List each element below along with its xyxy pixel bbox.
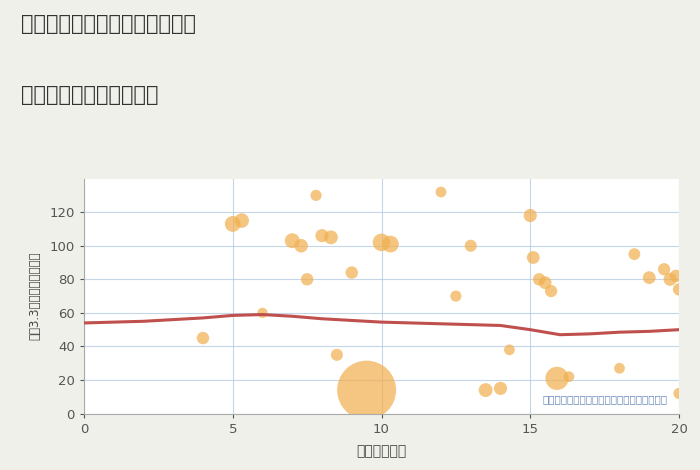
Point <box>614 365 625 372</box>
Point <box>385 240 396 248</box>
Point <box>302 275 313 283</box>
Point <box>376 239 387 246</box>
Point <box>671 272 682 280</box>
Point <box>644 274 655 282</box>
Point <box>480 386 491 394</box>
Text: 大阪府寝屋川市高宮あさひ丘の: 大阪府寝屋川市高宮あさひ丘の <box>21 14 196 34</box>
Point <box>504 346 515 353</box>
Point <box>346 269 357 276</box>
Point <box>361 386 372 394</box>
Point <box>236 217 247 224</box>
X-axis label: 駅距離（分）: 駅距離（分） <box>356 444 407 458</box>
Point <box>629 251 640 258</box>
Point <box>257 309 268 317</box>
Point <box>525 212 536 219</box>
Point <box>673 286 685 293</box>
Point <box>552 375 563 382</box>
Point <box>673 390 685 397</box>
Point <box>664 275 676 283</box>
Point <box>465 242 476 250</box>
Point <box>435 188 447 196</box>
Point <box>316 232 328 239</box>
Point <box>540 279 551 286</box>
Point <box>528 254 539 261</box>
Point <box>533 275 545 283</box>
Text: 円の大きさは、取引のあった物件面積を示す: 円の大きさは、取引のあった物件面積を示す <box>542 394 667 404</box>
Point <box>659 266 670 273</box>
Point <box>287 237 298 244</box>
Point <box>227 220 238 227</box>
Point <box>495 384 506 392</box>
Point <box>310 192 321 199</box>
Point <box>331 351 342 359</box>
Point <box>545 287 557 295</box>
Point <box>295 242 307 250</box>
Point <box>197 334 209 342</box>
Point <box>450 292 461 300</box>
Text: 駅距離別中古戸建て価格: 駅距離別中古戸建て価格 <box>21 85 158 105</box>
Y-axis label: 坪（3.3㎡）単価（万円）: 坪（3.3㎡）単価（万円） <box>28 252 41 340</box>
Point <box>326 234 337 241</box>
Point <box>564 373 575 380</box>
